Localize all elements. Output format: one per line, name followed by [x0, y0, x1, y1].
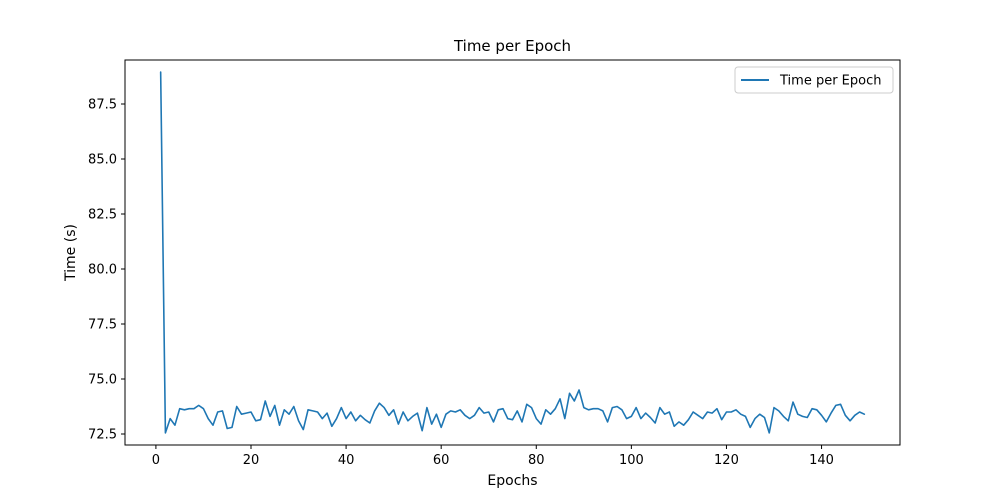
y-axis: 72.5 75.0 77.5 80.0 82.5 85.0 87.5	[88, 98, 125, 443]
y-tick-label: 85.0	[88, 153, 117, 168]
x-axis-label: Epochs	[487, 473, 537, 489]
x-tick-label: 80	[528, 453, 545, 468]
series-line-0	[159, 71, 866, 434]
y-tick-label: 87.5	[88, 98, 117, 113]
y-tick-label: 77.5	[88, 318, 117, 333]
x-tick-label: 100	[619, 453, 644, 468]
x-tick-label: 140	[809, 453, 834, 468]
y-tick-label: 80.0	[88, 263, 117, 278]
legend: Time per Epoch	[734, 66, 894, 94]
legend-label: Time per Epoch	[779, 74, 881, 89]
legend-box	[734, 66, 894, 94]
series-layer	[159, 71, 866, 434]
x-axis: 0 20 40 60 80 100 120 140	[152, 445, 834, 468]
chart-title: Time per Epoch	[453, 37, 571, 55]
y-axis-label: Time (s)	[63, 224, 79, 282]
y-tick-label: 72.5	[88, 428, 117, 443]
x-tick-label: 40	[338, 453, 355, 468]
y-tick-label: 75.0	[88, 373, 117, 388]
x-tick-label: 60	[433, 453, 450, 468]
plot-frame	[124, 59, 901, 446]
x-tick-label: 20	[243, 453, 260, 468]
y-tick-label: 82.5	[88, 208, 117, 223]
x-tick-label: 120	[714, 453, 739, 468]
x-tick-label: 0	[152, 453, 160, 468]
plot-area	[125, 60, 900, 445]
